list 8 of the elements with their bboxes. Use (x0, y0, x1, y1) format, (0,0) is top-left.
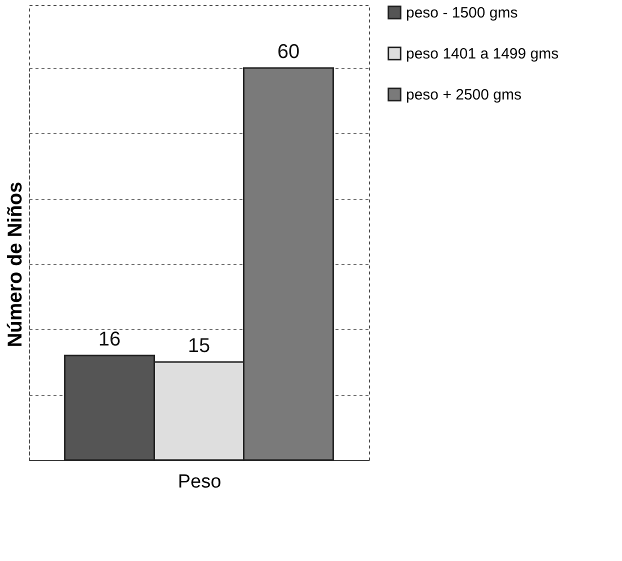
data-label: 16 (98, 328, 121, 350)
data-label: 15 (188, 335, 210, 357)
legend-label: peso - 1500 gms (406, 4, 518, 22)
x-axis-title: Peso (178, 472, 222, 492)
legend-label: peso 1401 a 1499 gms (406, 46, 559, 62)
data-label: 60 (277, 41, 300, 63)
legend-label: peso + 2500 gms (406, 86, 522, 104)
y-axis-title: Número de Niños (4, 182, 26, 348)
